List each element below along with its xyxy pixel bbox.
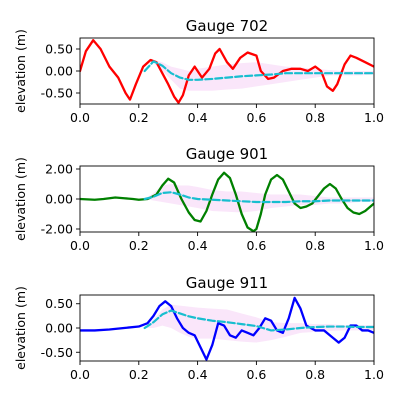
x-tick-label: 1.0 (364, 110, 384, 125)
y-tick-label: 0.50 (45, 296, 73, 311)
y-tick-label: 0.00 (45, 192, 73, 207)
uncertainty-band (144, 184, 374, 213)
x-tick-label: 0.2 (129, 367, 149, 382)
mean-series-line (143, 191, 374, 204)
y-tick-label: -0.50 (41, 86, 73, 101)
y-axis-label: elevation (m) (13, 157, 28, 241)
chart-title: Gauge 702 (186, 17, 268, 35)
panel-gauge-901: Gauge 901 elevation (m) 0.0 0.2 0.4 0.6 0.8 1.0… (13, 145, 384, 253)
x-tick-label: 0.0 (70, 238, 90, 253)
mean-series-line (143, 309, 374, 332)
x-tick-label: 0.6 (246, 238, 266, 253)
x-tick-label: 0.4 (188, 367, 208, 382)
observed-series-line (80, 39, 374, 104)
mean-series-line (143, 60, 374, 81)
x-tick-label: 0.4 (188, 110, 208, 125)
y-tick-label: -2.00 (41, 222, 73, 237)
y-tick-label: 0.00 (45, 64, 73, 79)
x-tick-label: 1.0 (364, 367, 384, 382)
x-tick-label: 0.8 (305, 367, 325, 382)
chart-title: Gauge 911 (186, 274, 268, 292)
y-tick-label: 0.50 (45, 42, 73, 57)
x-tick-label: 0.2 (129, 110, 149, 125)
y-tick-label: -0.50 (41, 345, 73, 360)
x-tick-label: 1.0 (364, 238, 384, 253)
panel-gauge-911: Gauge 911 elevation (m) 0.0 0.2 0.4 0.6 0.8 1.0… (13, 274, 384, 382)
observed-series-line (80, 296, 374, 361)
panel-gauge-702: Gauge 702 elevation (m) 0.0 0.2 0.4 0.6 0.8 1.0… (13, 17, 384, 125)
x-tick-label: 0.0 (70, 110, 90, 125)
chart-title: Gauge 901 (186, 145, 268, 163)
x-tick-label: 0.0 (70, 367, 90, 382)
x-tick-label: 0.6 (246, 110, 266, 125)
y-tick-label: 2.00 (45, 162, 73, 177)
uncertainty-band (144, 304, 374, 343)
y-axis-label: elevation (m) (13, 286, 28, 370)
x-tick-label: 0.8 (305, 110, 325, 125)
y-axis-label: elevation (m) (13, 29, 28, 113)
x-tick-label: 0.8 (305, 238, 325, 253)
y-tick-label: 0.00 (45, 321, 73, 336)
x-tick-label: 0.6 (246, 367, 266, 382)
x-tick-label: 0.2 (129, 238, 149, 253)
x-tick-label: 0.4 (188, 238, 208, 253)
